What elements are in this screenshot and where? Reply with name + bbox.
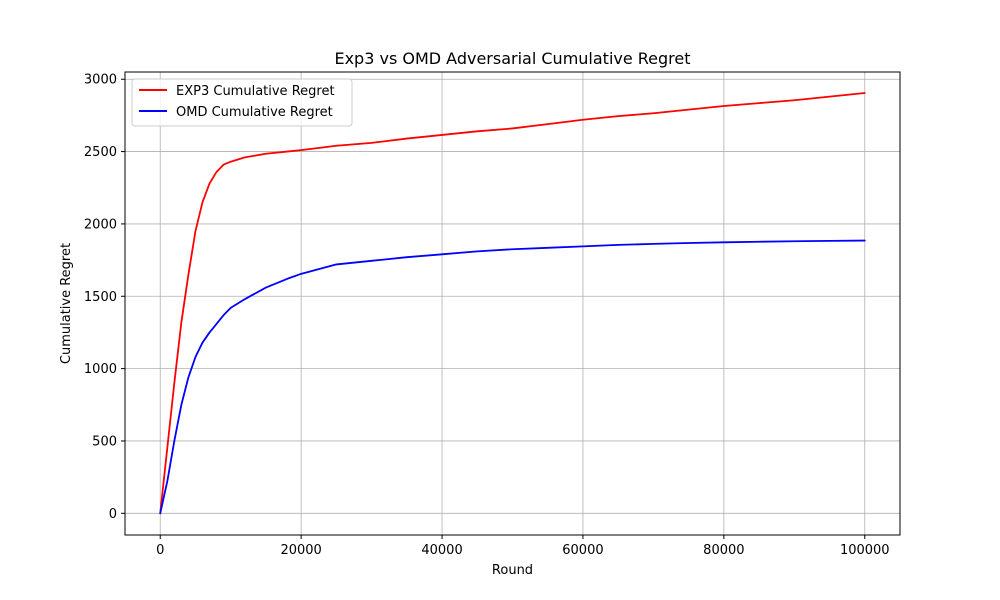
x-tick-label: 80000 bbox=[703, 543, 744, 558]
y-tick-label: 2500 bbox=[84, 145, 117, 160]
legend-label-exp3: EXP3 Cumulative Regret bbox=[176, 84, 335, 99]
y-axis: 0 500 1000 1500 2000 2500 3000 bbox=[84, 73, 125, 522]
y-axis-label: Cumulative Regret bbox=[59, 243, 74, 364]
y-tick-label: 2000 bbox=[84, 217, 117, 232]
series-line-omd bbox=[159, 239, 866, 515]
chart-title: Exp3 vs OMD Adversarial Cumulative Regre… bbox=[334, 49, 690, 68]
legend-label-omd: OMD Cumulative Regret bbox=[176, 105, 333, 120]
x-tick-label: 100000 bbox=[840, 543, 890, 558]
legend: EXP3 Cumulative Regret OMD Cumulative Re… bbox=[131, 78, 353, 127]
x-tick-label: 60000 bbox=[562, 543, 603, 558]
x-tick-label: 0 bbox=[156, 543, 164, 558]
series-line-exp3 bbox=[159, 92, 866, 515]
y-tick-label: 0 bbox=[109, 507, 117, 522]
legend-box bbox=[131, 78, 353, 127]
series-layer bbox=[159, 92, 866, 515]
y-tick-label: 500 bbox=[92, 434, 117, 449]
y-tick-label: 1500 bbox=[84, 290, 117, 305]
x-axis-label: Round bbox=[492, 563, 533, 578]
plot-area-frame bbox=[124, 71, 901, 536]
x-tick-label: 40000 bbox=[421, 543, 462, 558]
x-tick-label: 20000 bbox=[280, 543, 321, 558]
y-tick-label: 3000 bbox=[84, 73, 117, 88]
x-axis: 0 20000 40000 60000 80000 100000 bbox=[156, 535, 890, 558]
y-tick-label: 1000 bbox=[84, 362, 117, 377]
grid bbox=[125, 72, 900, 535]
